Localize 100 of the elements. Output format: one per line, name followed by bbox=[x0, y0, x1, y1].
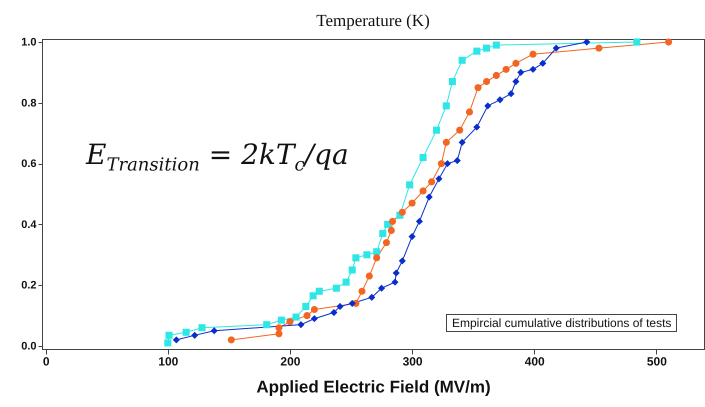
point bbox=[492, 72, 500, 79]
point bbox=[228, 336, 235, 344]
point bbox=[484, 102, 492, 110]
point bbox=[398, 208, 406, 216]
point bbox=[164, 339, 172, 346]
point bbox=[379, 230, 386, 238]
point bbox=[507, 90, 515, 98]
point bbox=[473, 124, 480, 131]
x-tick-label: 500 bbox=[646, 354, 668, 368]
point bbox=[275, 330, 282, 338]
point bbox=[352, 254, 360, 262]
point bbox=[512, 78, 520, 86]
point bbox=[420, 154, 427, 162]
point bbox=[363, 251, 370, 258]
point bbox=[392, 269, 400, 277]
point bbox=[502, 66, 510, 73]
x-tick-label: 200 bbox=[280, 354, 301, 368]
point bbox=[278, 316, 285, 324]
point bbox=[416, 218, 423, 225]
point bbox=[304, 312, 311, 320]
point bbox=[316, 288, 323, 295]
point bbox=[408, 233, 416, 240]
x-tick-label: 400 bbox=[524, 354, 546, 368]
point bbox=[474, 84, 482, 92]
point bbox=[302, 302, 310, 310]
point bbox=[368, 294, 376, 301]
annotation: Empircial cumulative distributions of tests bbox=[446, 314, 678, 332]
point bbox=[483, 78, 490, 86]
point bbox=[330, 308, 338, 316]
y-tick-label: 0.8 bbox=[21, 97, 36, 110]
point bbox=[517, 68, 524, 76]
point bbox=[286, 318, 294, 326]
point bbox=[492, 42, 500, 49]
point bbox=[633, 38, 640, 46]
point bbox=[310, 306, 318, 314]
y-tick-label: 0.0 bbox=[21, 340, 36, 352]
point bbox=[388, 226, 395, 234]
point bbox=[382, 239, 390, 246]
x-tick-label: 300 bbox=[402, 354, 423, 368]
point bbox=[458, 56, 466, 64]
point bbox=[310, 315, 318, 322]
point bbox=[391, 278, 399, 286]
point bbox=[191, 332, 198, 339]
point bbox=[292, 314, 300, 321]
point bbox=[182, 328, 190, 336]
y-tick-label: 0.4 bbox=[21, 218, 38, 231]
point bbox=[539, 60, 546, 67]
x-tick-label: 100 bbox=[158, 354, 179, 368]
point bbox=[297, 321, 304, 328]
point bbox=[466, 108, 474, 116]
point bbox=[373, 254, 380, 262]
point bbox=[408, 200, 416, 207]
point bbox=[595, 44, 602, 52]
point bbox=[373, 248, 380, 256]
point bbox=[432, 126, 440, 134]
point bbox=[442, 138, 450, 146]
point bbox=[665, 38, 672, 46]
point bbox=[420, 187, 427, 194]
point bbox=[210, 327, 218, 334]
point bbox=[398, 257, 406, 264]
chart-title: Temperature (K) bbox=[316, 11, 430, 30]
point bbox=[426, 194, 433, 201]
point bbox=[442, 102, 450, 110]
point bbox=[275, 324, 282, 332]
point bbox=[448, 78, 456, 86]
annotation: E$_{Transition}$ = 2kT$_{c}$/qa bbox=[86, 138, 349, 176]
point bbox=[406, 181, 414, 188]
x-axis-title: Applied Electric Field (MV/m) bbox=[256, 378, 491, 396]
point bbox=[438, 160, 445, 168]
point bbox=[529, 50, 537, 58]
point bbox=[263, 321, 270, 328]
point bbox=[348, 266, 356, 274]
point bbox=[552, 44, 560, 52]
point bbox=[358, 288, 366, 295]
point bbox=[428, 178, 436, 186]
point bbox=[458, 138, 466, 146]
point bbox=[496, 96, 504, 104]
point bbox=[336, 302, 344, 310]
point bbox=[332, 284, 340, 292]
point bbox=[342, 278, 350, 286]
point bbox=[454, 157, 461, 164]
y-tick-label: 0.6 bbox=[21, 158, 36, 170]
point bbox=[348, 300, 356, 307]
point bbox=[473, 48, 480, 55]
point bbox=[529, 66, 537, 73]
x-tick-label: 0 bbox=[42, 354, 50, 368]
point bbox=[435, 175, 442, 182]
point bbox=[165, 332, 173, 339]
point bbox=[198, 324, 206, 332]
y-tick-label: 1.0 bbox=[21, 36, 36, 49]
point bbox=[444, 160, 452, 168]
point bbox=[512, 60, 520, 67]
point bbox=[456, 126, 464, 134]
point bbox=[310, 292, 317, 300]
y-tick-label: 0.2 bbox=[21, 280, 36, 292]
point bbox=[389, 218, 396, 225]
point bbox=[483, 44, 490, 52]
point bbox=[172, 336, 180, 344]
point bbox=[378, 284, 386, 292]
point bbox=[583, 38, 590, 46]
